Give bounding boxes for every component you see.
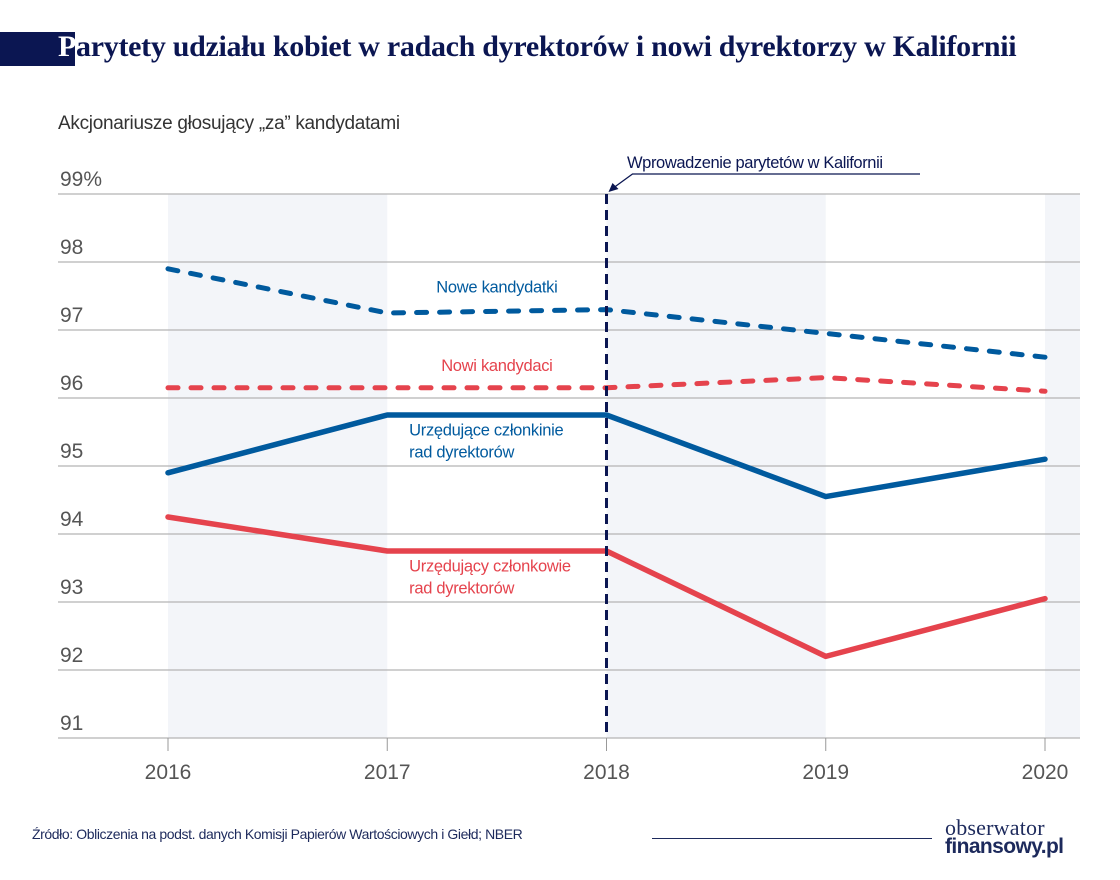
series-labels: Nowe kandydatki Nowi kandydaci Urzędujące … (409, 279, 571, 598)
series-label-line: rad dyrektorów (409, 443, 514, 461)
series-label-line: Urzędujący członkowie (409, 557, 571, 575)
series-label-line: rad dyrektorów (409, 579, 514, 597)
series-label: Urzędujące członkinie rad dyrektorów (409, 421, 563, 461)
series-label: Nowe kandydatki (436, 279, 557, 297)
x-axis: 2016 2017 2018 2019 2020 (145, 738, 1069, 784)
publisher-logo: obserwator finansowy.pl (945, 815, 1064, 858)
title-accent-bar (0, 32, 75, 66)
y-tick-label: 97 (60, 304, 83, 327)
y-tick-label: 92 (60, 644, 83, 667)
series-label: Nowi kandydaci (441, 357, 552, 375)
series-label-line: Urzędujące członkinie (409, 421, 563, 439)
x-tick-label: 2020 (1022, 761, 1069, 784)
chart-title: Parytety udziału kobiet w radach dyrekto… (58, 30, 1017, 64)
y-tick-label: 93 (60, 576, 83, 599)
logo-line-1: obserwator (945, 815, 1045, 840)
y-tick-label: 91 (60, 712, 83, 735)
source-note: Źródło: Obliczenia na podst. danych Komi… (32, 826, 523, 842)
y-tick-label: 95 (60, 440, 83, 463)
title-first-letter: P (58, 30, 77, 63)
y-tick-label: 96 (60, 372, 83, 395)
annotation: Wprowadzenie parytetów w Kalifornii (605, 154, 920, 738)
annotation-leader (610, 173, 920, 191)
logo-line-2: finansowy.pl (945, 834, 1064, 858)
source-divider (652, 838, 932, 839)
y-tick-label: 99% (60, 168, 102, 191)
y-tick-label: 98 (60, 236, 83, 259)
annotation-label: Wprowadzenie parytetów w Kalifornii (627, 154, 883, 172)
x-tick-label: 2017 (364, 761, 411, 784)
annotation-arrowhead (608, 183, 619, 192)
y-tick-label: 94 (60, 508, 84, 531)
title-text: arytety udziału kobiet w radach dyrektor… (76, 30, 1017, 63)
series-label-line: Nowe kandydatki (436, 279, 557, 297)
gridlines (58, 193, 1080, 739)
series-label: Urzędujący członkowie rad dyrektorów (409, 557, 571, 597)
chart-subtitle: Akcjonariusze głosujący „za” kandydatami (58, 113, 400, 134)
series-label-line: Nowi kandydaci (441, 357, 552, 375)
x-tick-label: 2019 (802, 761, 849, 784)
x-tick-label: 2016 (145, 761, 192, 784)
y-axis-tick-labels: 91 92 93 94 95 96 97 98 99% (60, 168, 102, 735)
x-tick-label: 2018 (583, 761, 630, 784)
